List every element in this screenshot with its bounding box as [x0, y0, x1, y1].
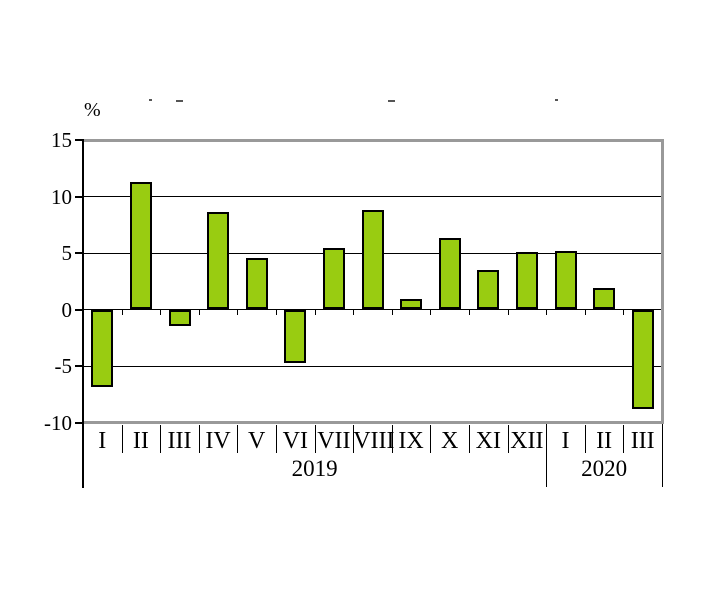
bar-2019-IV [207, 212, 230, 310]
month-separator [353, 425, 355, 453]
month-label-3: IV [205, 428, 231, 454]
bar-2019-I [91, 309, 114, 388]
y-tick-0 [75, 308, 82, 311]
month-separator [623, 425, 625, 453]
bar-2019-V [245, 257, 268, 310]
y-axis-unit-label: % [84, 99, 101, 121]
zero-line-month-tick [237, 309, 239, 315]
title-remnant-mark [555, 99, 558, 101]
bar-2019-VI [284, 309, 307, 363]
month-separator [237, 425, 239, 453]
year-label-2019: 2019 [291, 456, 338, 481]
month-separator [430, 425, 432, 453]
plot-frame-top [82, 138, 664, 142]
gridline-10 [84, 196, 661, 197]
y-tick-5 [75, 252, 82, 254]
zero-line-month-tick [430, 309, 432, 315]
month-label-9: X [441, 428, 459, 454]
title-remnant-mark [149, 99, 152, 101]
bar-2019-VII [322, 248, 345, 310]
y-tick-label-5: 5 [61, 241, 73, 265]
bar-2019-VIII [361, 210, 384, 310]
month-label-11: XII [510, 428, 544, 454]
month-label-2: III [167, 428, 192, 454]
y-tick-label-15: 15 [51, 128, 72, 152]
month-label-14: III [630, 428, 655, 454]
bar-2020-II [593, 288, 616, 310]
month-label-12: I [561, 428, 570, 454]
plot-frame-right [661, 138, 664, 424]
month-separator [121, 425, 123, 453]
gridline--5 [84, 365, 661, 367]
zero-line-month-tick [584, 309, 586, 315]
gridline-0 [84, 309, 661, 310]
zero-line-month-tick [314, 309, 316, 315]
zero-line-month-tick [353, 309, 355, 315]
y-tick-label--10: -10 [44, 410, 72, 435]
bar-2020-III [631, 309, 654, 409]
bar-2019-II [129, 181, 152, 310]
bar-2019-X [438, 238, 461, 310]
year-separator [662, 424, 663, 487]
month-label-1: II [132, 428, 149, 454]
bar-2019-XI [477, 269, 500, 310]
zero-line-month-tick [160, 309, 162, 315]
y-tick-15 [75, 139, 82, 141]
y-tick-label-0: 0 [61, 297, 73, 322]
month-label-4: V [248, 428, 266, 454]
y-tick--5 [75, 365, 82, 367]
year-label-2020: 2020 [581, 456, 628, 481]
month-label-8: IX [398, 428, 424, 454]
month-label-6: VII [317, 428, 351, 454]
month-separator [469, 425, 470, 453]
zero-line-month-tick [276, 309, 277, 315]
y-tick-label-10: 10 [51, 184, 72, 209]
zero-line-month-tick [623, 309, 625, 315]
month-label-0: I [98, 428, 107, 454]
title-remnant-mark [176, 100, 183, 102]
y-tick-label--5: -5 [54, 354, 73, 378]
month-separator [198, 425, 200, 453]
zero-line-month-tick [507, 309, 509, 315]
zero-line-month-tick [469, 309, 470, 315]
month-label-5: VI [282, 428, 308, 454]
bar-2020-I [554, 250, 577, 310]
month-separator [391, 425, 393, 453]
bar-2019-III [168, 309, 191, 327]
y-axis-line [82, 138, 84, 488]
y-tick--10 [75, 421, 82, 424]
month-label-13: II [596, 428, 613, 454]
zero-line-month-tick [391, 309, 393, 315]
zero-line-month-tick [198, 309, 200, 315]
month-label-7: VIII [353, 428, 395, 454]
month-separator [160, 425, 162, 453]
month-separator [314, 425, 316, 453]
zero-line-month-tick [546, 309, 548, 315]
year-separator [546, 424, 548, 487]
month-separator [584, 425, 586, 453]
plot-frame-bottom [82, 421, 664, 424]
title-remnant-mark [388, 100, 395, 102]
zero-line-month-tick [121, 309, 123, 315]
bar-2019-IX [400, 299, 423, 310]
bar-2019-XII [515, 251, 538, 310]
month-separator [507, 425, 509, 453]
month-label-10: XI [475, 428, 501, 454]
y-tick-10 [75, 195, 82, 198]
month-separator [276, 425, 277, 453]
